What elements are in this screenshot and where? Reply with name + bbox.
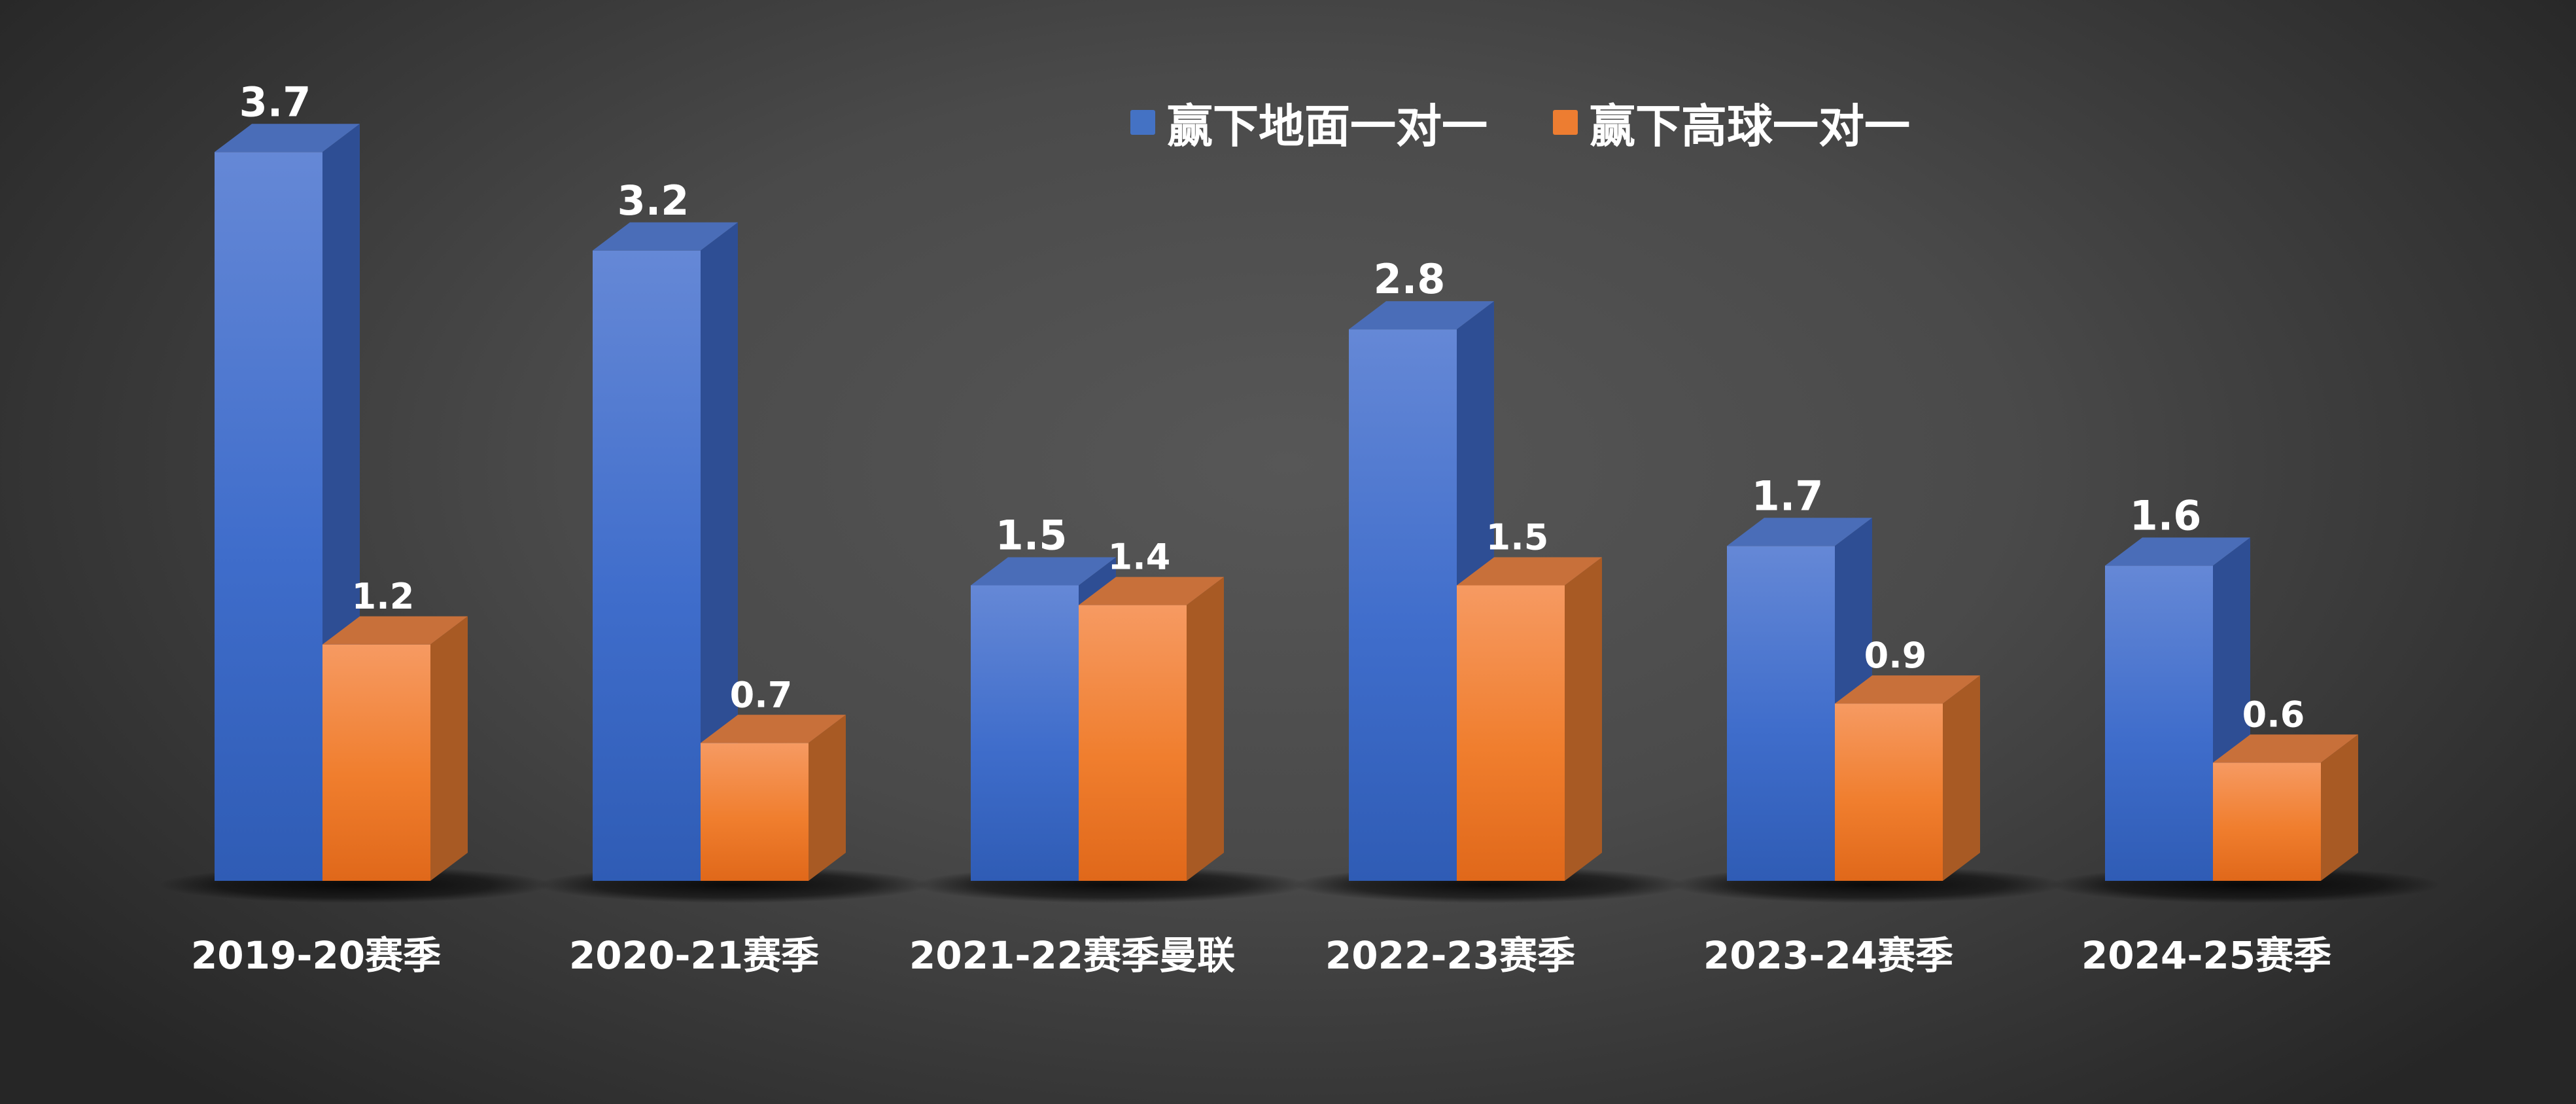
bar-front-face [322,644,430,881]
legend-swatch-blue [1130,110,1155,135]
data-label-ground-2: 1.5 [996,512,1068,560]
bar-top-face [971,557,1116,586]
bar-top-face [2105,537,2250,566]
legend-item-aerial-duels: 赢下高球一对一 [1553,90,1910,156]
bar-aerial-0 [322,616,468,881]
bar-aerial-2 [1079,577,1224,881]
bar-aerial-4 [1835,675,1980,881]
bar-aerial-3 [1457,557,1602,881]
bar-top-face [1835,675,1980,704]
data-label-ground-5: 1.6 [2130,491,2202,539]
x-tick-label-2: 2021-22赛季曼联 [909,933,1235,978]
bar-front-face [1079,605,1187,881]
bar-front-face [1349,329,1457,881]
bar-front-face [1727,546,1835,881]
x-tick-label-0: 2019-20赛季 [191,933,441,978]
data-label-aerial-2: 1.4 [1108,537,1171,578]
bar-ground-1 [593,222,738,881]
bar-top-face [2213,734,2358,763]
bar-top-face [593,222,738,251]
bar-front-face [701,743,809,881]
bar-front-face [215,152,322,881]
legend: 赢下地面一对一 赢下高球一对一 [1130,86,1976,158]
bar-top-face [701,715,846,743]
data-label-aerial-3: 1.5 [1486,517,1549,558]
bar-top-face [1079,577,1224,605]
legend-label-aerial-duels: 赢下高球一对一 [1590,99,1910,153]
bar-front-face [971,585,1079,881]
bar-front-face [2213,762,2321,881]
bar-front-face [2105,565,2213,881]
data-label-ground-0: 3.7 [239,78,311,126]
bar-ground-5 [2105,537,2250,881]
bar-aerial-5 [2213,734,2358,881]
data-label-aerial-5: 0.6 [2242,694,2305,735]
bar-top-face [1727,518,1872,546]
bar-side-face [430,616,468,881]
bar-side-face [701,222,738,881]
x-tick-label-4: 2023-24赛季 [1703,933,1953,978]
x-tick-label-1: 2020-21赛季 [569,933,819,978]
bar-side-face [1565,557,1602,881]
bar-front-face [593,250,701,881]
bar-front-face [1835,703,1943,881]
data-label-aerial-0: 1.2 [352,576,415,617]
legend-item-ground-duels: 赢下地面一对一 [1130,90,1488,156]
bar-top-face [322,616,468,645]
x-tick-label-5: 2024-25赛季 [2081,933,2331,978]
x-tick-label-3: 2022-23赛季 [1325,933,1575,978]
data-label-ground-3: 2.8 [1374,255,1446,303]
bar-top-face [1457,557,1602,586]
bar-side-face [1187,577,1224,881]
bar-side-face [1943,675,1980,881]
data-label-aerial-1: 0.7 [730,674,793,715]
bar-aerial-1 [701,715,846,881]
bar-top-face [215,124,360,152]
bar-side-face [2321,734,2358,881]
data-label-ground-1: 3.2 [618,177,689,224]
data-label-ground-4: 1.7 [1752,472,1824,520]
bar-top-face [1349,301,1494,330]
bar-side-face [809,715,846,881]
legend-label-ground-duels: 赢下地面一对一 [1167,99,1488,153]
data-label-aerial-4: 0.9 [1864,635,1927,676]
bar-front-face [1457,585,1565,881]
bar-ground-3 [1349,301,1494,881]
legend-swatch-orange [1553,110,1578,135]
